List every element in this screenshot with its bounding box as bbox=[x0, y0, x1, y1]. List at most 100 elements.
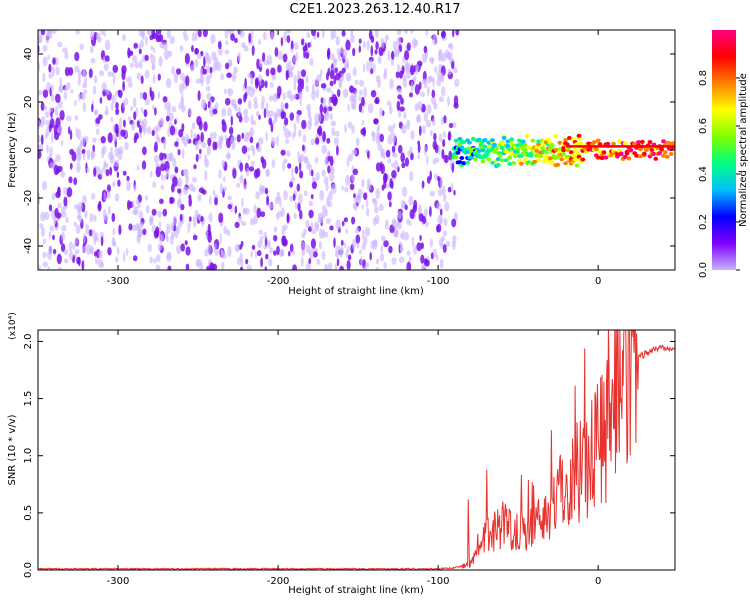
spectrogram-cell bbox=[413, 39, 419, 47]
spectrogram-cell bbox=[42, 72, 46, 83]
spectrogram-cell bbox=[374, 98, 380, 104]
spectrogram-cell bbox=[351, 174, 356, 182]
spectrogram-cell bbox=[163, 138, 166, 150]
spectrogram-cell bbox=[204, 170, 208, 181]
spectrogram-cell bbox=[534, 145, 540, 150]
spectrogram-cell bbox=[207, 223, 211, 234]
spectrogram-cell bbox=[322, 97, 326, 108]
spectrogram-cell bbox=[413, 199, 418, 211]
spectrogram-cell bbox=[293, 42, 299, 50]
spectrogram-cell bbox=[317, 125, 323, 137]
spectrogram-cell bbox=[104, 55, 110, 62]
spectrogram-cell bbox=[343, 242, 347, 249]
spectrogram-cell bbox=[147, 243, 152, 252]
spectrogram-cell bbox=[71, 151, 77, 162]
spectrogram-cell bbox=[166, 152, 171, 162]
spectrogram-cell bbox=[91, 193, 96, 200]
spectrogram-cell bbox=[146, 30, 150, 35]
spectrogram-cell bbox=[330, 120, 337, 127]
spectrogram-cell bbox=[117, 89, 121, 96]
spectrogram-cell bbox=[113, 133, 117, 142]
spectrogram-cell bbox=[154, 107, 157, 116]
spectrogram-cell bbox=[218, 169, 222, 179]
spectrogram-cell bbox=[288, 66, 293, 78]
spectrogram-cell bbox=[234, 205, 238, 214]
spectrogram-cell bbox=[70, 88, 74, 94]
spectrogram-cell bbox=[173, 72, 178, 84]
spectrogram-cell bbox=[298, 91, 303, 99]
spectrogram-cell bbox=[302, 144, 305, 152]
spectrogram-cell bbox=[149, 256, 154, 264]
spectrogram-cell bbox=[260, 257, 263, 268]
spectrogram-cell bbox=[209, 106, 215, 117]
spectrogram-cell bbox=[239, 260, 244, 267]
spectrogram-cell bbox=[185, 246, 191, 256]
spectrogram-cell bbox=[447, 131, 452, 141]
spectrogram-cell bbox=[266, 195, 270, 206]
spectrogram-cell bbox=[597, 149, 603, 154]
spectrogram-cell bbox=[401, 186, 408, 197]
spectrogram-cell bbox=[172, 157, 177, 169]
spectrogram-y-axis-label: Frequency (Hz) bbox=[7, 112, 18, 188]
spectrogram-cell bbox=[188, 197, 192, 207]
spectrogram-cell bbox=[327, 201, 333, 208]
spectrogram-cell bbox=[264, 187, 269, 195]
spectrogram-cell bbox=[416, 114, 421, 123]
spectrogram-cell bbox=[187, 108, 193, 116]
spectrogram-cell bbox=[505, 139, 511, 144]
spectrogram-cell bbox=[193, 220, 197, 228]
spectrogram-cell bbox=[132, 54, 138, 64]
spectrogram-cell bbox=[57, 267, 63, 270]
spectrogram-cell bbox=[432, 118, 436, 127]
spectrogram-cell bbox=[423, 145, 427, 156]
spectrogram-cell bbox=[413, 245, 418, 255]
spectrogram-cell bbox=[216, 61, 222, 72]
spectrogram-cell bbox=[536, 139, 541, 144]
spectrogram-cell bbox=[303, 157, 309, 163]
spectrogram-cell bbox=[372, 239, 378, 247]
spectrogram-cell bbox=[208, 212, 213, 223]
spectrogram-cell bbox=[103, 63, 109, 71]
spectrogram-cell bbox=[457, 160, 463, 165]
spectrogram-cell bbox=[536, 142, 541, 147]
spectrogram-cell bbox=[180, 72, 186, 81]
spectrogram-cell bbox=[406, 250, 411, 256]
spectrogram-cell bbox=[315, 171, 320, 181]
spectrogram-cell bbox=[143, 109, 148, 118]
spectrogram-cell bbox=[349, 85, 354, 93]
spectrogram-cell bbox=[453, 95, 459, 107]
spectrogram-cell bbox=[373, 198, 378, 207]
spectrogram-cell bbox=[447, 96, 450, 107]
spectrogram-cell bbox=[297, 83, 303, 94]
spectrogram-cell bbox=[238, 115, 243, 123]
spectrogram-cell bbox=[63, 196, 68, 207]
spectrogram-cell bbox=[132, 199, 135, 209]
spectrogram-cell bbox=[144, 54, 149, 62]
spectrogram-cell bbox=[74, 115, 79, 121]
spectrogram-cell bbox=[200, 67, 204, 78]
spectrogram-cell bbox=[532, 159, 538, 164]
spectrogram-cell bbox=[292, 56, 297, 64]
spectrogram-cell bbox=[638, 154, 643, 159]
spectrogram-cell bbox=[421, 180, 425, 189]
spectrogram-cell bbox=[538, 154, 543, 159]
spectrogram-cell bbox=[389, 78, 394, 90]
spectrogram-cell bbox=[152, 104, 155, 111]
spectrogram-cell bbox=[666, 141, 672, 146]
spectrogram-cell bbox=[296, 113, 300, 122]
spectrogram-cell bbox=[423, 208, 428, 218]
spectrogram-cell bbox=[122, 119, 126, 128]
spectrogram-cell bbox=[50, 132, 54, 144]
spectrogram-cell bbox=[227, 88, 231, 94]
spectrogram-cell bbox=[530, 138, 536, 143]
spectrogram-cell bbox=[425, 30, 428, 36]
spectrogram-cell bbox=[451, 162, 455, 173]
spectrogram-cell bbox=[206, 56, 212, 65]
spectrogram-cell bbox=[341, 185, 344, 191]
spectrogram-cell bbox=[344, 186, 349, 193]
spectrogram-cell bbox=[230, 115, 233, 127]
spectrogram-cell bbox=[563, 138, 568, 143]
spectrogram-cell bbox=[465, 149, 470, 154]
spectrogram-cell bbox=[616, 139, 622, 144]
spectrogram-cell bbox=[336, 48, 342, 55]
